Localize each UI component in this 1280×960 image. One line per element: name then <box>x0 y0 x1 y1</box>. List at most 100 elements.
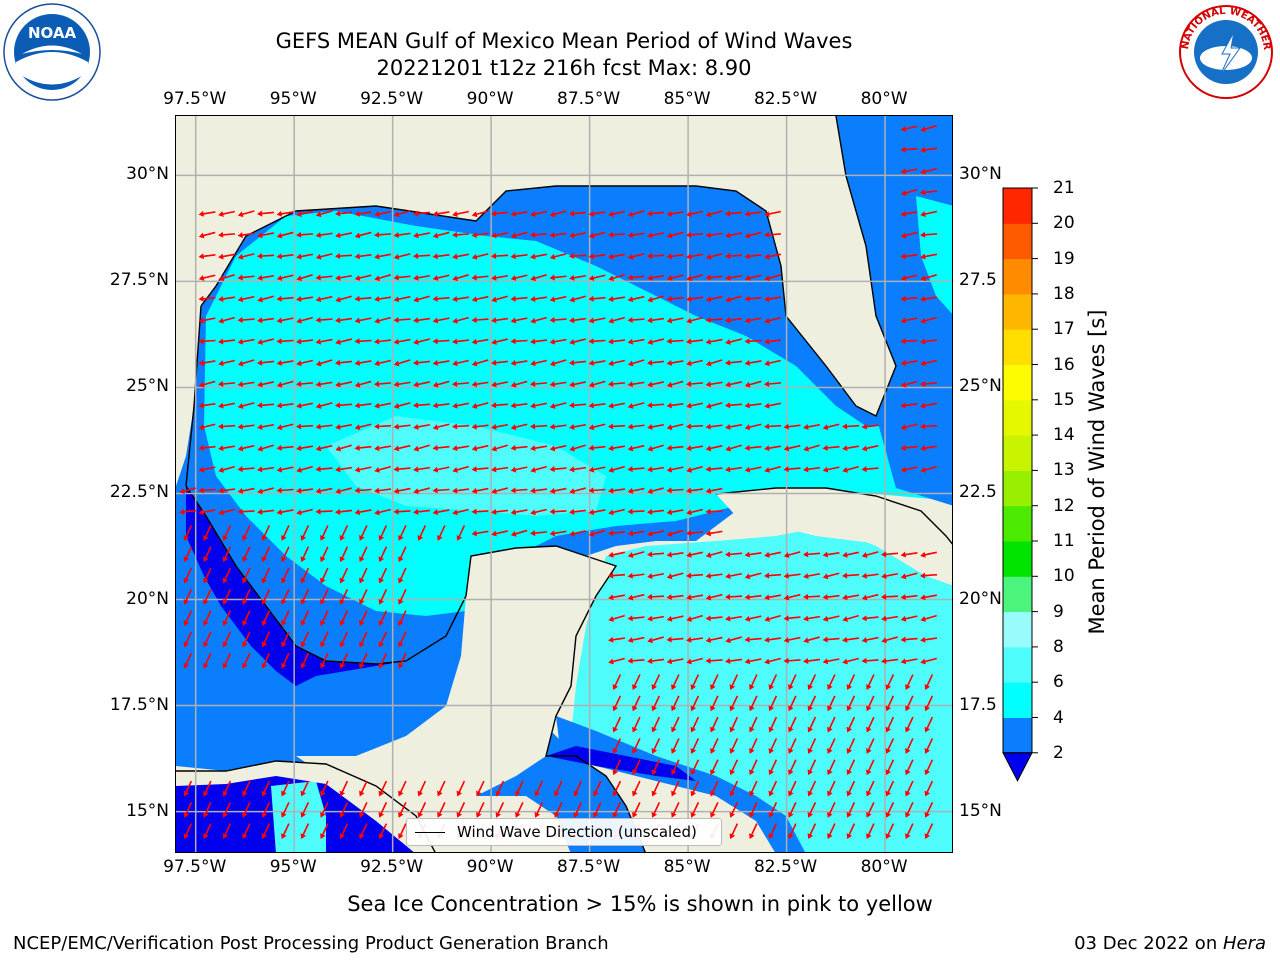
lon-tick-bottom-2: 92.5°W <box>360 857 424 877</box>
wind-arrow <box>222 546 232 563</box>
wind-arrow <box>920 594 938 601</box>
wind-arrow <box>257 402 275 409</box>
wind-arrow <box>257 253 275 260</box>
wind-arrow <box>705 232 723 239</box>
wind-arrow <box>803 636 820 644</box>
wind-arrow <box>608 508 625 516</box>
wind-arrow <box>354 210 372 217</box>
wind-arrow <box>705 444 723 452</box>
wind-arrow <box>803 593 821 600</box>
wind-arrow <box>647 593 665 600</box>
wind-arrow <box>237 508 255 515</box>
wind-arrow <box>218 338 236 345</box>
wind-arrow <box>764 359 781 367</box>
wind-arrow <box>632 780 641 797</box>
wind-arrow <box>354 402 372 409</box>
wind-arrow <box>744 658 762 665</box>
wind-arrow <box>452 253 470 260</box>
yucatan-land <box>296 546 616 852</box>
wind-arrow <box>666 572 684 580</box>
wind-arrow <box>803 658 821 664</box>
wind-arrow <box>651 695 661 712</box>
wind-arrow <box>920 359 937 367</box>
wind-arrow <box>354 487 372 494</box>
wind-arrow <box>296 359 313 367</box>
wind-arrow <box>666 509 684 516</box>
wind-arrow <box>354 231 372 239</box>
wind-arrow <box>569 402 587 409</box>
wind-arrow <box>276 253 294 260</box>
wind-arrow <box>764 231 782 238</box>
wind-arrow <box>257 317 275 324</box>
wind-arrow <box>807 716 817 733</box>
wind-arrow <box>842 636 860 643</box>
wind-arrow <box>866 716 875 733</box>
wind-arrow <box>608 274 625 282</box>
wind-arrow <box>471 423 489 430</box>
wind-arrow <box>281 823 290 840</box>
wind-arrow <box>608 551 625 558</box>
wind-arrow <box>417 525 427 541</box>
wind-arrow <box>257 444 274 452</box>
wind-arrow <box>218 508 235 516</box>
lat-tick-left-5: 17.5°N <box>109 694 169 715</box>
colorbar-tick-20: 20 <box>1053 213 1075 234</box>
wind-arrow <box>398 525 407 541</box>
wind-arrow <box>588 402 606 409</box>
wind-arrow <box>608 465 625 473</box>
wind-arrow <box>749 823 758 840</box>
caribbean-basin <box>571 526 952 852</box>
wind-arrow <box>612 738 622 754</box>
wind-arrow <box>900 636 918 643</box>
wind-arrow <box>783 444 801 452</box>
wind-arrow <box>354 380 372 388</box>
wind-arrow <box>242 780 251 797</box>
wind-arrow <box>920 380 938 387</box>
wind-arrow <box>924 716 934 733</box>
wind-arrow <box>261 546 271 563</box>
wind-arrow <box>647 551 665 558</box>
wind-arrow <box>725 253 743 260</box>
wind-arrow <box>612 674 622 690</box>
wind-arrow <box>627 317 645 323</box>
wind-arrow <box>530 465 547 473</box>
wind-arrow <box>471 444 489 452</box>
wind-arrow <box>491 508 509 515</box>
wind-arrow <box>705 615 723 622</box>
wind-arrow <box>276 210 294 217</box>
wind-arrow <box>627 402 645 409</box>
colorbar-segment <box>1003 293 1032 330</box>
wind-arrow <box>749 780 758 797</box>
wind-arrow <box>924 674 934 690</box>
wind-arrow <box>651 716 661 733</box>
wind-arrow <box>905 674 914 690</box>
wind-arrow <box>842 614 859 622</box>
wind-arrow <box>335 381 352 388</box>
wind-arrow <box>749 716 758 733</box>
wind-arrow <box>900 444 918 451</box>
wind-arrow <box>261 652 271 669</box>
wind-arrow <box>807 802 817 818</box>
wind-arrow <box>725 423 743 430</box>
wind-arrow <box>198 317 216 324</box>
wind-arrow <box>237 402 255 409</box>
wind-arrow <box>569 253 587 260</box>
wind-arrow <box>885 802 895 818</box>
wind-arrow <box>647 317 665 324</box>
wind-arrow <box>627 551 645 558</box>
wind-arrow <box>378 652 388 669</box>
wind-arrow <box>413 359 431 366</box>
colorbar-segment <box>1003 646 1032 683</box>
colorbar-label: Mean Period of Wind Waves [s] <box>1085 309 1109 635</box>
wind-arrow <box>335 402 353 409</box>
wind-arrow <box>281 631 290 648</box>
wind-arrow <box>920 167 937 175</box>
wind-arrow <box>764 657 781 665</box>
wind-arrow <box>710 802 719 818</box>
wind-arrow <box>900 168 918 175</box>
wind-arrow <box>296 296 314 302</box>
wind-arrow <box>510 210 528 217</box>
wind-arrow <box>827 802 836 818</box>
wind-arrow <box>471 530 489 537</box>
wind-arrow <box>690 738 700 754</box>
